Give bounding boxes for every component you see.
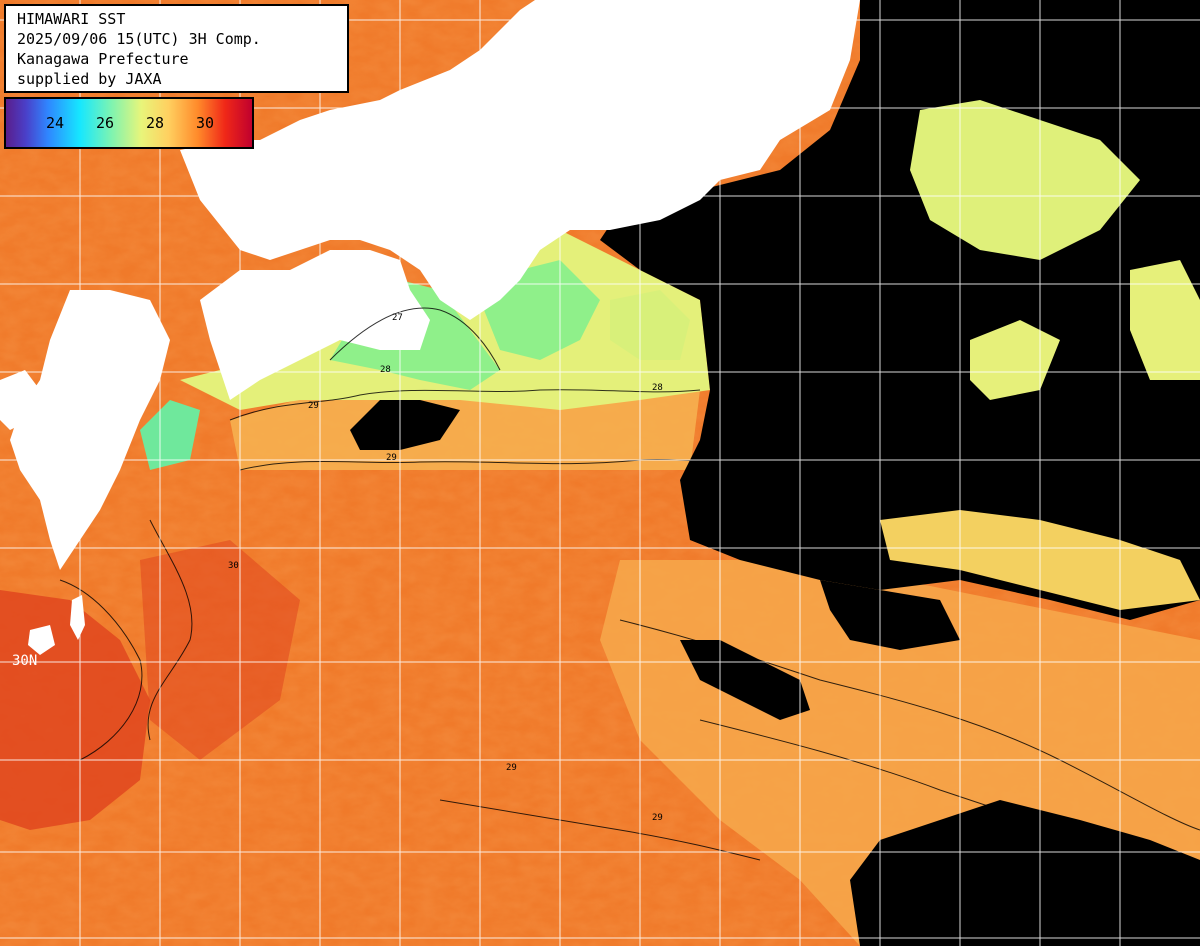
contour-lines (59, 307, 1200, 861)
contour-label: 29 (386, 453, 397, 463)
contour-label: 27 (392, 313, 403, 323)
contour-label: 30 (228, 561, 239, 571)
sea-patch-east-2 (970, 320, 1060, 400)
legend-tick: 28 (146, 114, 165, 132)
region-label: Kanagawa Prefecture (17, 50, 189, 68)
contour-label: 28 (652, 383, 663, 393)
latitude-label: 30N (12, 653, 38, 669)
contour-label: 29 (308, 401, 319, 411)
contour-label: 29 (652, 813, 663, 823)
sea-patch-east-1 (910, 100, 1140, 260)
cloud-region-south-east (850, 800, 1200, 946)
cloud-region-small-2 (680, 640, 810, 720)
sea-patch-east-3 (1130, 260, 1200, 380)
legend-tick: 24 (46, 114, 65, 132)
land-honshu (180, 0, 860, 320)
cloud-region-small-3 (820, 580, 960, 650)
legend-tick: 30 (196, 114, 215, 132)
land-peninsula-west (0, 370, 40, 430)
product-title: HIMAWARI SST (17, 10, 126, 28)
credit-label: supplied by JAXA (17, 70, 162, 88)
sea-hot-zone-2 (140, 540, 300, 760)
contour-label: 28 (1152, 33, 1163, 43)
contour-label: 29 (506, 763, 517, 773)
contour-label: 28 (380, 365, 391, 375)
color-legend: 24 26 28 30 (4, 97, 254, 149)
land-island-1 (28, 625, 55, 655)
legend-tick: 26 (96, 114, 115, 132)
land-island-2 (70, 595, 85, 640)
cloud-region-small-1 (350, 400, 460, 450)
sea-cooler-zone-3 (140, 400, 200, 470)
land-shikoku (200, 250, 430, 400)
sea-patch-east-5 (610, 290, 690, 360)
land-kyushu (10, 290, 170, 570)
timestamp-label: 2025/09/06 15(UTC) 3H Comp. (17, 30, 261, 48)
info-box: HIMAWARI SST 2025/09/06 15(UTC) 3H Comp.… (4, 4, 349, 93)
